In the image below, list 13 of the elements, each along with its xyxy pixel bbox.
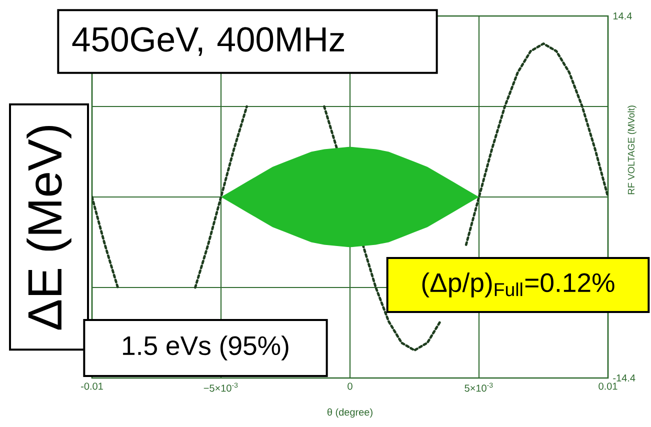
chart-title: 450GeV, 400MHz [72, 27, 344, 56]
y2-axis-title: RF VOLTAGE (MVolt) [628, 106, 636, 194]
y-tick-label: -14.4 [613, 374, 636, 382]
x-tick-label: 5×10$^{-3}$ [464, 382, 493, 392]
y-axis-title: ΔE (MeV) [26, 126, 72, 330]
x-tick-label: 0 [348, 382, 352, 390]
x-tick-label: 0.01 [598, 382, 618, 390]
annotation: 1.5 eVs (95%) [123, 336, 288, 360]
y-tick-label: 14.4 [613, 12, 632, 20]
x-tick-label: −5×10$^{-3}$ [204, 382, 238, 392]
x-tick-label: -0.01 [81, 382, 103, 390]
annotation: (Δp/p)$_{Full}$=0.12% [422, 272, 614, 298]
x-axis-title: θ (degree) [327, 408, 372, 418]
